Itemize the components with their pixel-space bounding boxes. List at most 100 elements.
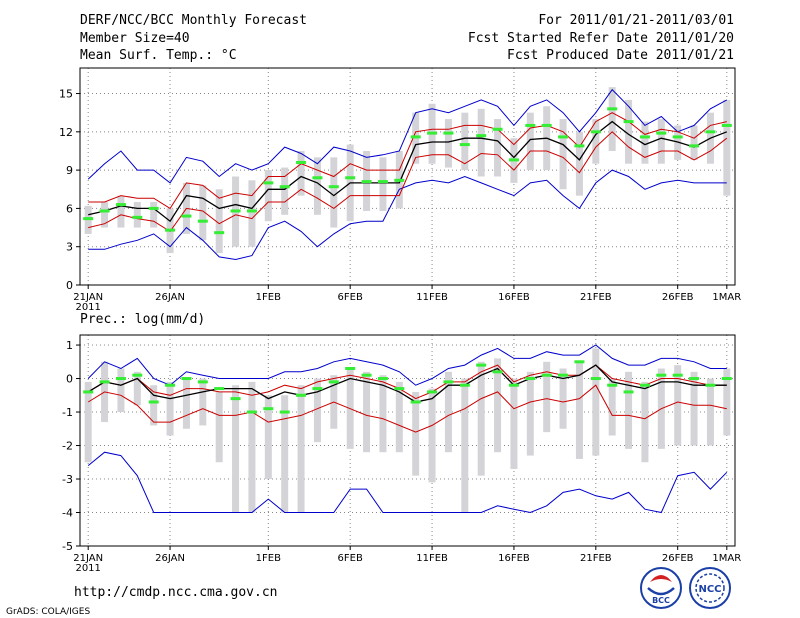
median-marker — [115, 377, 126, 381]
median-marker — [623, 120, 634, 124]
median-marker — [197, 219, 208, 223]
median-marker — [721, 377, 732, 381]
spread-box — [313, 157, 321, 215]
median-marker — [721, 123, 732, 127]
spread-box — [510, 378, 518, 469]
median-marker — [263, 181, 274, 185]
spread-box — [625, 371, 633, 449]
spread-box — [150, 385, 158, 426]
median-marker — [410, 400, 421, 404]
y-tick-label: 0 — [66, 373, 73, 386]
plot-frame — [79, 334, 736, 547]
spread-box — [461, 378, 469, 513]
spread-box — [215, 189, 223, 254]
median-marker — [459, 383, 470, 387]
median-marker — [181, 377, 192, 381]
median-marker — [508, 383, 519, 387]
series-line-min — [88, 169, 727, 261]
y-tick-label: -3 — [62, 473, 73, 486]
median-marker — [132, 215, 143, 219]
y-tick-label: 12 — [59, 126, 73, 139]
median-marker — [427, 390, 438, 394]
spread-box — [199, 378, 207, 426]
x-tick-label: 1FEB — [256, 292, 281, 303]
median-marker — [639, 135, 650, 139]
median-marker — [165, 383, 176, 387]
x-tick-label: 1MAR — [712, 292, 741, 303]
median-marker — [148, 206, 159, 210]
median-marker — [279, 410, 290, 414]
median-marker — [296, 393, 307, 397]
x-tick-label: 26FEB — [662, 292, 694, 303]
median-marker — [230, 397, 241, 401]
spread-box — [182, 378, 190, 429]
median-marker — [705, 383, 716, 387]
bcc-logo-text: BCC — [652, 596, 670, 605]
median-marker — [361, 373, 372, 377]
median-marker — [492, 127, 503, 131]
series-line-lower — [87, 384, 727, 433]
spread-box — [101, 202, 109, 228]
y-tick-label: 9 — [66, 164, 73, 177]
spread-box — [297, 385, 305, 513]
median-marker — [541, 373, 552, 377]
spread-box — [608, 378, 616, 436]
median-marker — [214, 231, 225, 235]
y-tick-label: -2 — [62, 440, 73, 453]
median-marker — [639, 383, 650, 387]
median-marker — [132, 373, 143, 377]
series-line-min — [87, 451, 728, 514]
chart-panel-1: 0 3 6 9 12 15 21JAN 26JAN 1FEB 6FEB 11FEB 16FEB 21FE… — [59, 67, 741, 313]
series-line-max — [87, 344, 727, 386]
spread-box — [117, 195, 125, 228]
spread-box — [281, 167, 289, 215]
median-marker — [476, 363, 487, 367]
spread-box — [608, 87, 616, 151]
median-marker — [443, 131, 454, 135]
x-tick-label: 6FEB — [338, 553, 363, 564]
median-marker — [296, 160, 307, 164]
median-marker — [377, 180, 388, 184]
y-tick-label: 1 — [66, 339, 73, 352]
x-tick-label: 21FEB — [580, 292, 612, 303]
spread-box — [412, 391, 420, 476]
spread-box — [117, 368, 125, 413]
spread-box — [690, 371, 698, 446]
x-tick-label: 6FEB — [338, 292, 363, 303]
median-marker — [607, 107, 618, 111]
median-marker — [394, 178, 405, 182]
member-size-label: Member Size=40 — [80, 31, 190, 46]
median-marker — [328, 185, 339, 189]
median-marker — [656, 373, 667, 377]
median-marker — [197, 380, 208, 384]
spread-box — [477, 108, 485, 177]
ncc-logo: NCC — [689, 567, 731, 609]
footer-url[interactable]: http://cmdp.ncc.cma.gov.cn — [74, 585, 278, 600]
spread-box — [526, 371, 534, 456]
median-marker — [148, 400, 159, 404]
series-line-mean — [87, 364, 727, 403]
series-line-max — [87, 88, 728, 184]
precip-panel-title: Prec.: log(mm/d) — [80, 312, 205, 327]
median-marker — [246, 209, 257, 213]
median-marker — [590, 377, 601, 381]
spread-box — [215, 391, 223, 463]
spread-box — [248, 381, 256, 513]
median-marker — [459, 143, 470, 147]
y-tick-label: 3 — [66, 241, 73, 254]
grads-credit: GrADS: COLA/IGES — [6, 607, 90, 617]
median-marker — [476, 134, 487, 138]
x-tick-label: 16FEB — [498, 292, 530, 303]
spread-box — [199, 185, 207, 241]
median-marker — [279, 185, 290, 189]
spread-box — [657, 119, 665, 164]
spread-box — [330, 157, 338, 228]
median-marker — [83, 390, 94, 394]
median-marker — [230, 209, 241, 213]
x-year-label: 2011 — [75, 563, 100, 574]
spread-box — [444, 371, 452, 453]
median-marker — [115, 203, 126, 207]
median-marker — [345, 366, 356, 370]
y-tick-label: 15 — [59, 88, 73, 101]
x-tick-label: 26FEB — [662, 553, 694, 564]
